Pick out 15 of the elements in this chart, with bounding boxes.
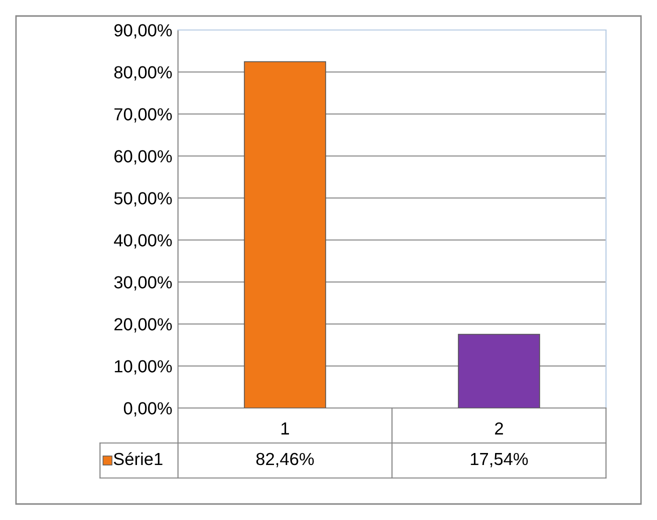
legend-label: Série1: [114, 452, 162, 466]
y-tick-label: 30,00%: [114, 276, 172, 291]
y-tick-label: 20,00%: [114, 318, 172, 333]
x-tick-label: 1: [281, 422, 289, 434]
y-tick-label: 40,00%: [114, 234, 172, 249]
data-label: 82,46%: [256, 452, 314, 468]
y-tick-label: 60,00%: [114, 150, 172, 165]
y-tick-label: 50,00%: [114, 192, 172, 207]
y-tick-label: 70,00%: [114, 108, 172, 123]
y-tick-label: 10,00%: [114, 360, 172, 375]
y-tick-label: 90,00%: [114, 24, 172, 39]
x-tick-label: 2: [495, 422, 503, 434]
y-tick-label: 80,00%: [114, 66, 172, 81]
data-label: 17,54%: [470, 452, 528, 468]
y-tick-label: 0,00%: [124, 402, 172, 417]
